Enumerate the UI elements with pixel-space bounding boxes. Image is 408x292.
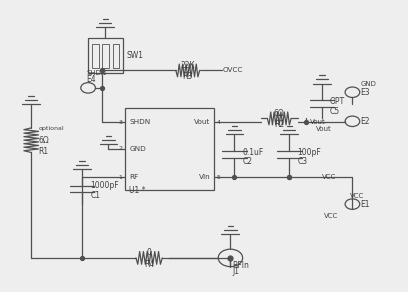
Text: 1000pF: 1000pF — [90, 181, 119, 190]
FancyBboxPatch shape — [92, 44, 99, 67]
Text: RFIn: RFIn — [233, 261, 249, 270]
Text: SHDN: SHDN — [130, 119, 151, 125]
Text: Vout: Vout — [310, 119, 326, 125]
Text: 1: 1 — [119, 175, 123, 180]
Text: Vout: Vout — [194, 119, 210, 125]
Text: R2: R2 — [274, 120, 284, 129]
Text: GND: GND — [361, 81, 377, 87]
Text: 100pF: 100pF — [297, 148, 321, 157]
Text: GND: GND — [130, 146, 146, 152]
Text: 2: 2 — [119, 146, 123, 152]
Text: VCC: VCC — [324, 213, 338, 219]
Text: SW1: SW1 — [127, 51, 144, 60]
Text: RF: RF — [130, 174, 139, 180]
Text: 3: 3 — [119, 119, 123, 125]
Text: E2: E2 — [361, 117, 370, 126]
Text: C3: C3 — [297, 157, 308, 166]
Text: 0.1uF: 0.1uF — [243, 148, 264, 157]
Text: Vout: Vout — [316, 126, 332, 132]
Text: C2: C2 — [243, 157, 253, 166]
Text: VCC: VCC — [350, 193, 365, 199]
Text: optional: optional — [38, 126, 64, 131]
Text: J1: J1 — [233, 267, 239, 276]
Text: E4: E4 — [86, 75, 96, 84]
Text: R4: R4 — [144, 260, 154, 269]
Text: 6Ω: 6Ω — [274, 109, 285, 118]
Text: 22K: 22K — [180, 61, 195, 70]
Text: 6Ω: 6Ω — [38, 136, 49, 145]
Text: VCC: VCC — [322, 174, 336, 180]
Text: R1: R1 — [38, 147, 49, 156]
FancyBboxPatch shape — [113, 44, 119, 67]
Text: SHDN: SHDN — [86, 70, 106, 76]
Text: E1: E1 — [361, 200, 370, 208]
Text: VIn: VIn — [198, 174, 210, 180]
Text: R3: R3 — [183, 72, 193, 81]
Text: U1 *: U1 * — [129, 186, 145, 195]
Text: 4: 4 — [216, 119, 220, 125]
Text: 5: 5 — [216, 175, 220, 180]
Text: OVCC: OVCC — [222, 67, 243, 73]
Text: E3: E3 — [361, 88, 370, 97]
Text: 0: 0 — [146, 248, 151, 257]
Text: C5: C5 — [330, 107, 340, 116]
Text: OPT: OPT — [330, 97, 345, 106]
FancyBboxPatch shape — [102, 44, 109, 67]
Text: C1: C1 — [90, 191, 100, 200]
